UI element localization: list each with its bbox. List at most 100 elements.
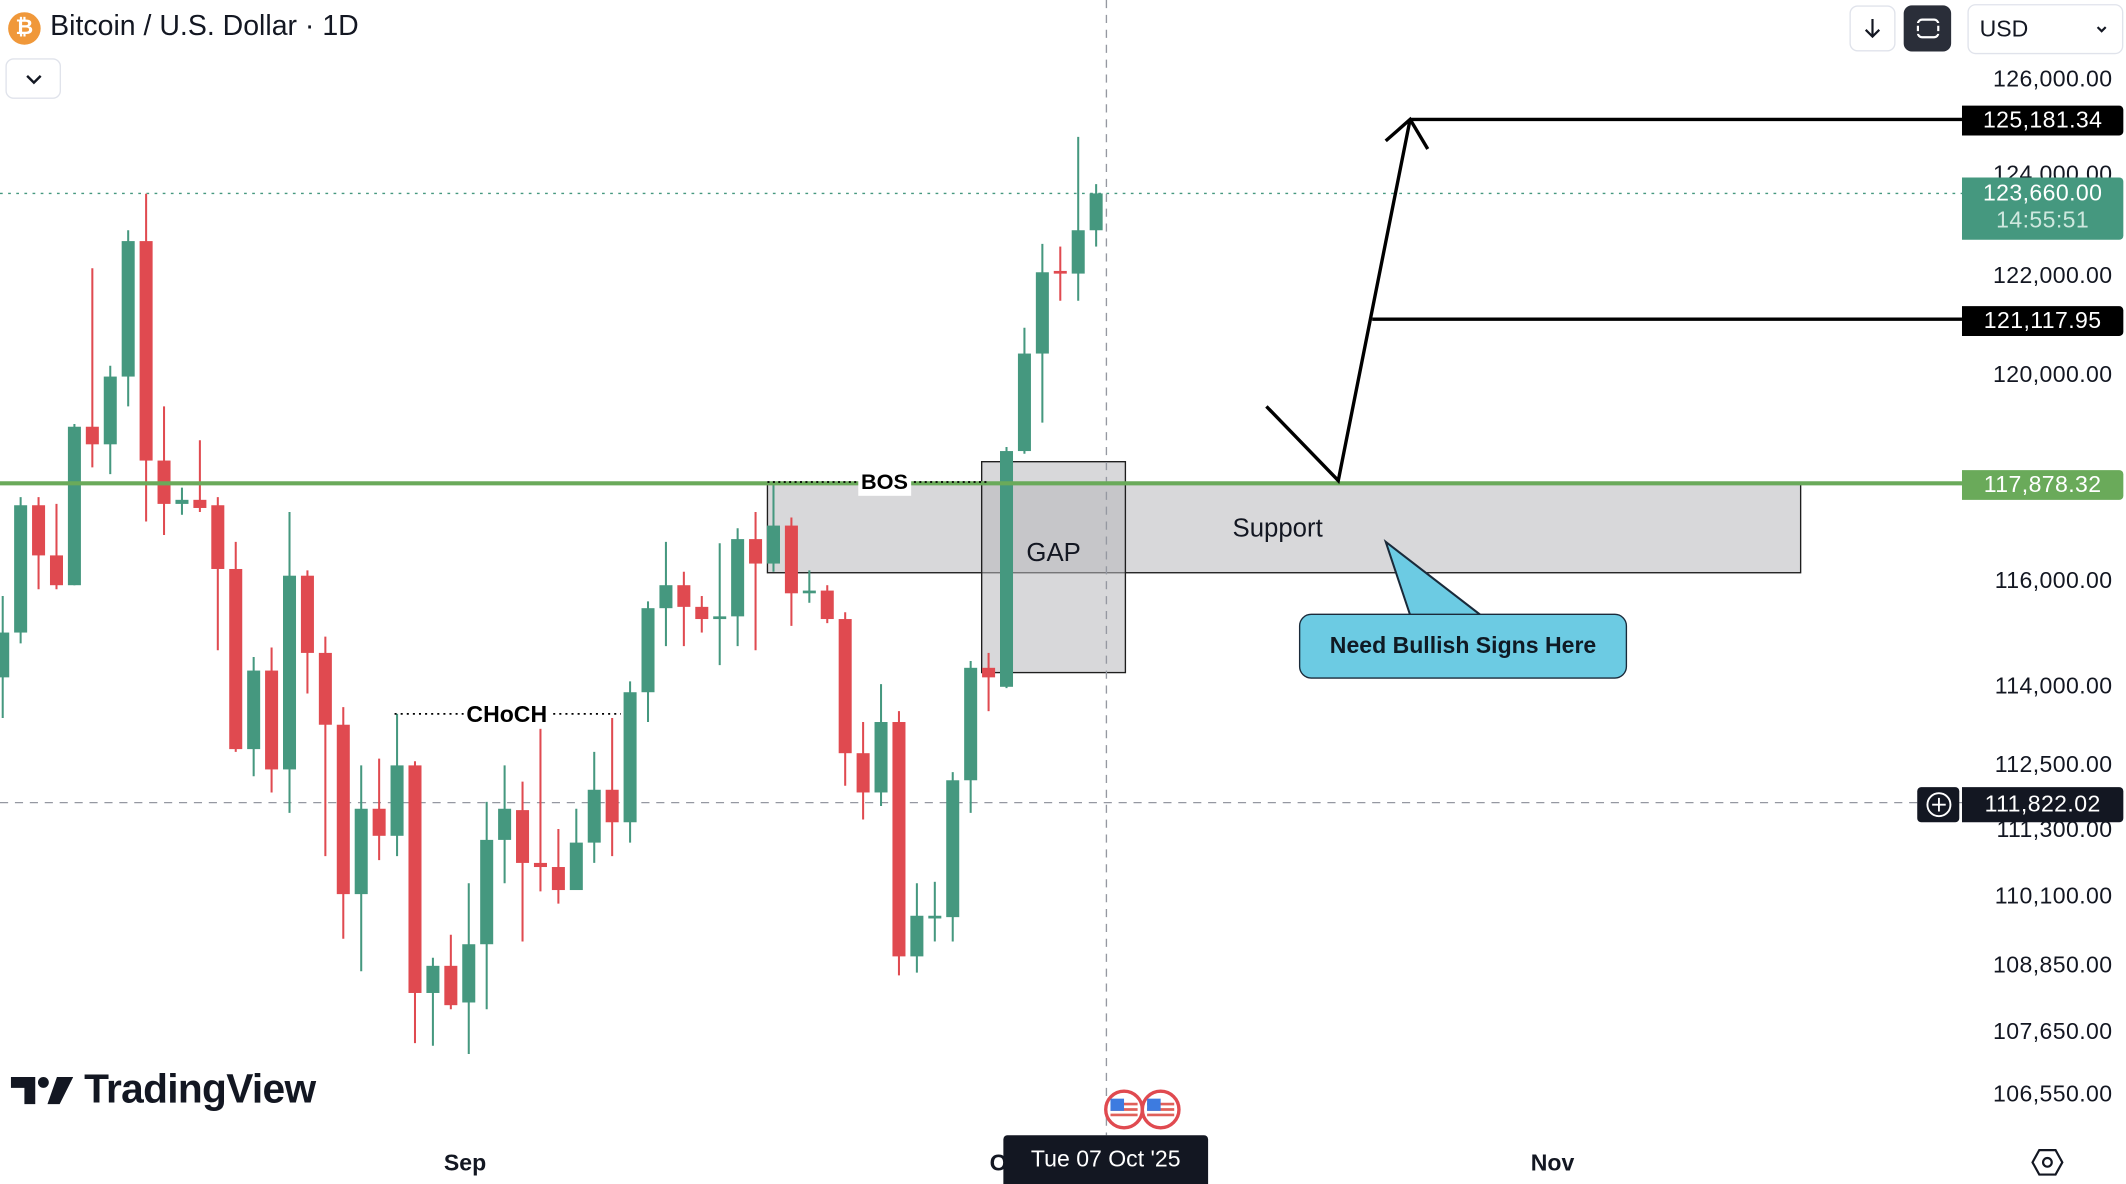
candle-body (856, 753, 870, 793)
callout-note[interactable]: Need Bullish Signs Here (1298, 613, 1628, 679)
candle-body (587, 789, 601, 843)
candle (300, 570, 314, 694)
currency-value: USD (1979, 15, 2029, 42)
candle-body (623, 692, 637, 823)
candle-body (910, 915, 924, 957)
candle-body (193, 499, 207, 508)
square-frame-icon (1913, 18, 1941, 39)
candles-group (0, 136, 1103, 1054)
logo-text: TradingView (84, 1067, 316, 1113)
candle-body (32, 505, 46, 556)
bos-label: BOS (858, 471, 911, 496)
candle (533, 713, 547, 892)
candle (677, 571, 691, 647)
candle (964, 661, 978, 813)
candle (462, 883, 476, 1054)
candle-body (551, 867, 565, 891)
candle-body (49, 555, 63, 586)
candle-body (139, 241, 153, 461)
y-tick: 120,000.00 (1993, 361, 2113, 388)
candle-body (300, 575, 314, 653)
candle-body (480, 839, 494, 945)
candle (139, 193, 153, 522)
candle-countdown: 14:55:51 (1996, 207, 2090, 234)
candle (318, 636, 332, 857)
candle-body (121, 241, 135, 377)
hexagon-settings-icon (2031, 1149, 2064, 1176)
y-tick: 108,850.00 (1993, 952, 2113, 979)
candle-body (0, 632, 10, 678)
candle (802, 570, 816, 603)
download-button[interactable] (1849, 5, 1896, 52)
bitcoin-icon: ₿ (8, 12, 41, 45)
currency-select[interactable]: USD (1967, 4, 2124, 55)
candle (749, 512, 763, 651)
candle (766, 483, 780, 572)
current-price: 123,660.00 (1982, 180, 2103, 206)
candle (731, 528, 745, 647)
economic-events[interactable] (1104, 1088, 1185, 1138)
tradingview-logo-icon (10, 1076, 74, 1105)
y-tick: 116,000.00 (1994, 567, 2113, 594)
candle (605, 717, 619, 857)
chart-settings-button[interactable] (2031, 1147, 2064, 1184)
candle-body (390, 765, 404, 836)
symbol-title[interactable]: Bitcoin / U.S. Dollar · 1D (50, 10, 359, 42)
candle (659, 541, 673, 647)
collapse-legend-button[interactable] (5, 58, 62, 99)
candle (928, 881, 942, 942)
candle-body (982, 667, 996, 678)
candle (103, 365, 117, 475)
candle (892, 711, 906, 976)
arrow-down-icon (1864, 18, 1881, 39)
candle-body (784, 525, 798, 594)
gap-label: GAP (1026, 539, 1081, 568)
candle-body (964, 667, 978, 781)
candle (0, 596, 10, 718)
chevron-down-icon (25, 74, 41, 84)
candle (946, 772, 960, 942)
candle-body (569, 842, 583, 891)
candle (587, 751, 601, 863)
candle (480, 801, 494, 1010)
candle-body (820, 590, 834, 620)
candle-body (354, 808, 368, 895)
candle-body (336, 724, 350, 895)
candle (49, 503, 63, 590)
candle (498, 765, 512, 884)
candle-body (462, 944, 476, 1003)
add-alert-button[interactable] (1917, 787, 1960, 823)
y-tick: 112,500.00 (1994, 751, 2113, 778)
candle-body (928, 915, 942, 919)
us-flag-icon (1104, 1089, 1181, 1130)
candle-body (67, 426, 81, 586)
y-tick: 122,000.00 (1993, 262, 2113, 289)
candle (623, 681, 637, 843)
candle (838, 612, 852, 786)
candle (408, 761, 422, 1044)
support-price-tag: 117,878.32 (1961, 470, 2124, 500)
y-tick: 114,000.00 (1994, 673, 2113, 700)
candle-body (408, 765, 422, 993)
candle (390, 713, 404, 857)
tradingview-logo[interactable]: TradingView (10, 1067, 316, 1114)
fullscreen-button[interactable] (1903, 5, 1952, 52)
x-tick: Nov (1530, 1150, 1575, 1176)
candle (695, 596, 709, 633)
candle-body (247, 670, 261, 750)
candle (910, 883, 924, 973)
candle (354, 765, 368, 972)
projection-path (1265, 119, 1412, 485)
candle-body (444, 965, 458, 1006)
candle (856, 722, 870, 820)
candle (516, 781, 530, 942)
target-high-price-tag: 125,181.34 (1961, 105, 2124, 136)
candle-body (1053, 270, 1067, 274)
x-tick: Sep (443, 1150, 487, 1176)
candle (426, 957, 440, 1046)
candle (67, 424, 81, 586)
candle-body (1035, 272, 1049, 354)
crosshair-price-tag: 111,822.02 (1961, 787, 2124, 823)
